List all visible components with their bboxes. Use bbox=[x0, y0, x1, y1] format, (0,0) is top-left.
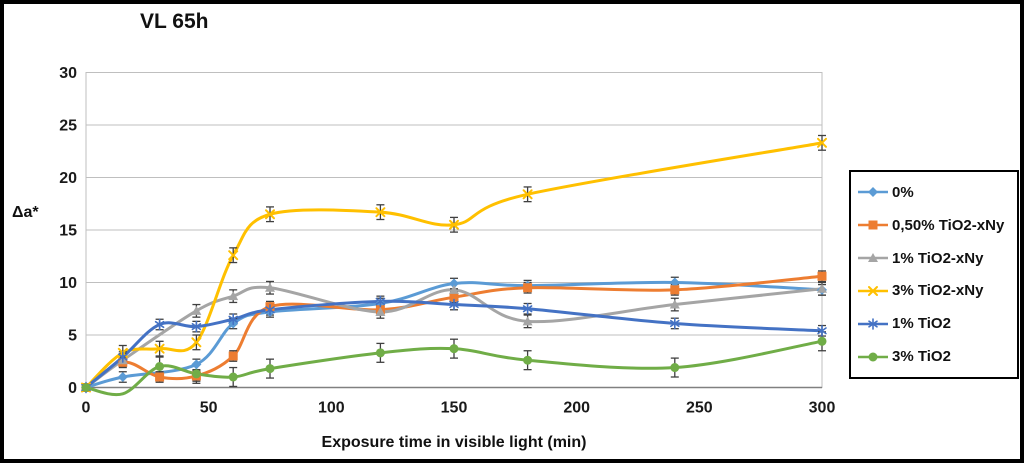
y-axis-title: Δa* bbox=[12, 204, 39, 221]
data-point-marker-x bbox=[265, 209, 275, 220]
legend-label: 3% TiO2 bbox=[892, 348, 951, 366]
legend-label: 1% TiO2 bbox=[892, 315, 951, 333]
data-point-marker-asterisk bbox=[265, 303, 275, 316]
y-tick-label: 25 bbox=[59, 118, 77, 135]
data-point-marker-circle bbox=[228, 372, 238, 382]
data-point-marker-diamond bbox=[117, 372, 128, 382]
data-point-marker-asterisk bbox=[449, 298, 459, 311]
x-tick-label: 100 bbox=[318, 400, 345, 417]
data-point-marker-circle bbox=[155, 362, 165, 371]
legend-marker-triangle-icon bbox=[858, 253, 888, 263]
data-point-marker-x bbox=[868, 285, 878, 296]
data-point-marker-square bbox=[817, 271, 827, 281]
data-point-marker-triangle bbox=[265, 282, 275, 292]
data-point-marker-x bbox=[449, 219, 459, 230]
data-point-marker-circle bbox=[449, 344, 459, 354]
chart-title: VL 65h bbox=[140, 10, 209, 33]
data-point-marker-square bbox=[449, 292, 459, 302]
data-point-marker-triangle bbox=[868, 253, 878, 263]
legend-marker-asterisk-icon bbox=[858, 317, 888, 330]
legend-item-1-tio2: 1% TiO2 bbox=[857, 315, 1011, 332]
data-point-marker-asterisk bbox=[817, 324, 827, 337]
data-point-marker-diamond bbox=[449, 278, 459, 289]
data-point-marker-circle bbox=[670, 363, 680, 373]
data-point-marker-triangle bbox=[669, 299, 680, 309]
data-point-marker-x bbox=[817, 137, 827, 148]
legend-item-0-: 0% bbox=[857, 184, 1011, 201]
legend-label: 0,50% TiO2-xNy bbox=[892, 216, 1005, 234]
y-tick-label: 10 bbox=[59, 275, 77, 292]
data-point-marker-diamond bbox=[191, 359, 202, 370]
data-point-marker-asterisk bbox=[191, 320, 202, 333]
data-point-marker-circle bbox=[375, 348, 385, 358]
data-point-marker-circle bbox=[817, 336, 827, 346]
legend-label: 1% TiO2-xNy bbox=[892, 249, 984, 267]
y-tick-label: 15 bbox=[59, 223, 77, 240]
legend-marker-diamond-icon bbox=[858, 187, 888, 198]
data-point-marker-circle bbox=[868, 352, 878, 362]
data-point-marker-asterisk bbox=[522, 302, 533, 315]
data-point-marker-square bbox=[670, 285, 680, 295]
x-tick-label: 250 bbox=[686, 400, 713, 417]
data-point-marker-triangle bbox=[817, 283, 827, 293]
chart-legend: 0% 0,50% TiO2-xNy 1% TiO2-xNy 3% TiO2-xNy 1%… bbox=[849, 170, 1019, 379]
data-point-marker-square bbox=[523, 283, 533, 293]
y-tick-label: 5 bbox=[68, 328, 77, 345]
data-point-marker-asterisk bbox=[669, 317, 680, 330]
data-point-marker-circle bbox=[191, 369, 201, 379]
data-point-marker-triangle bbox=[228, 291, 239, 301]
x-tick-label: 0 bbox=[82, 400, 91, 417]
data-point-marker-x bbox=[154, 343, 165, 354]
y-tick-label: 20 bbox=[59, 170, 77, 187]
data-point-marker-x bbox=[228, 250, 239, 261]
legend-item-3-tio2: 3% TiO2 bbox=[857, 348, 1011, 365]
x-tick-label: 300 bbox=[809, 400, 836, 417]
data-point-marker-circle bbox=[265, 364, 275, 374]
legend-item-3-tio2-xny: 3% TiO2-xNy bbox=[857, 282, 1011, 299]
legend-marker-circle-icon bbox=[858, 352, 888, 362]
data-point-marker-triangle bbox=[449, 284, 459, 294]
legend-label: 3% TiO2-xNy bbox=[892, 282, 984, 300]
legend-marker-square-icon bbox=[858, 220, 888, 230]
data-point-marker-asterisk bbox=[118, 351, 128, 363]
x-tick-label: 50 bbox=[200, 400, 218, 417]
x-axis-title: Exposure time in visible light (min) bbox=[321, 434, 587, 451]
data-point-marker-square bbox=[155, 372, 165, 382]
y-tick-label: 30 bbox=[59, 65, 77, 82]
data-point-marker-circle bbox=[81, 383, 91, 392]
data-point-marker-circle bbox=[523, 355, 533, 365]
data-point-marker-asterisk bbox=[375, 295, 386, 308]
x-tick-label: 150 bbox=[441, 400, 468, 417]
data-point-marker-diamond bbox=[868, 187, 878, 198]
data-point-marker-diamond bbox=[669, 277, 680, 288]
data-point-marker-asterisk bbox=[228, 313, 238, 326]
data-point-marker-x bbox=[191, 337, 202, 348]
data-point-marker-x bbox=[522, 189, 533, 200]
legend-item-1-tio2-xny: 1% TiO2-xNy bbox=[857, 250, 1011, 267]
data-point-marker-asterisk bbox=[154, 318, 165, 331]
data-point-marker-triangle bbox=[375, 306, 386, 316]
legend-marker-x-icon bbox=[858, 285, 888, 296]
legend-item-0-50-tio2-xny: 0,50% TiO2-xNy bbox=[857, 217, 1011, 234]
series-line bbox=[84, 141, 824, 389]
x-tick-label: 200 bbox=[563, 400, 590, 417]
data-point-marker-x bbox=[375, 207, 386, 218]
data-point-marker-square bbox=[228, 351, 238, 361]
legend-label: 0% bbox=[892, 183, 914, 201]
data-point-marker-triangle bbox=[522, 316, 533, 326]
data-point-marker-square bbox=[868, 220, 878, 230]
y-tick-label: 0 bbox=[68, 380, 77, 397]
data-point-marker-triangle bbox=[191, 305, 202, 315]
data-point-marker-asterisk bbox=[868, 317, 878, 330]
